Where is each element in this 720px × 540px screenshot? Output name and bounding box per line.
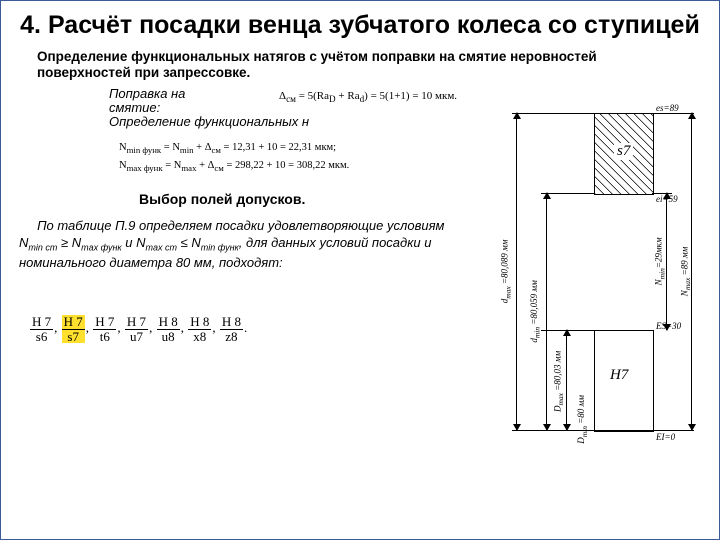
- fit-2: H 7t6: [93, 315, 116, 343]
- s7-label: s7: [614, 143, 633, 160]
- choice-paragraph: По таблице П.9 определяем посадки удовле…: [19, 217, 454, 272]
- tolerance-diagram: s7 es=89 ei=59 H7 ES=30 EI=0 dmax =80,08…: [486, 105, 701, 455]
- Dmax-label: Dmax =80,03 мм: [552, 351, 565, 412]
- es-label: es=89: [656, 103, 679, 113]
- correction-label: Поправка на смятие:: [109, 87, 229, 116]
- Dmin-label: Dmin =80 мм: [576, 395, 589, 444]
- EI-label: EI=0: [656, 432, 675, 442]
- dmax-label: dmax =80,089 мм: [500, 239, 513, 303]
- dim-dmin: [546, 193, 547, 430]
- choice-p4: ≤ N: [177, 235, 201, 250]
- nmax-line: Nmax функ = Nmax + Δсм = 298,22 + 10 = 3…: [119, 158, 349, 176]
- dmin-label: dmin =80,059 мм: [529, 280, 542, 343]
- body-area: Поправка на смятие: Δсм = 5(RaD + Rad) =…: [19, 87, 701, 507]
- sub-minst: min ст: [28, 243, 57, 253]
- ext-s7-top: [512, 113, 594, 114]
- dim-Dmax: [566, 330, 567, 430]
- sub-maxfunc: max функ: [81, 243, 122, 253]
- correction-formula: Δсм = 5(RaD + Rad) = 5(1+1) = 10 мкм.: [279, 90, 457, 104]
- fit-3: H 7u7: [125, 315, 148, 343]
- intro-paragraph: Определение функциональных натягов с учё…: [37, 49, 637, 81]
- h7-label: H7: [610, 367, 628, 384]
- fit-4: H 8u8: [157, 315, 180, 343]
- fit-5: H 8x8: [188, 315, 211, 343]
- fit-1: H 7s7: [62, 315, 85, 343]
- Nmin-label: Nmin=29мкм: [654, 237, 667, 285]
- choice-p3: и N: [122, 235, 146, 250]
- page-title: 4. Расчёт посадки венца зубчатого колеса…: [19, 11, 701, 41]
- nmin-line: Nmin функ = Nmin + Δсм = 12,31 + 10 = 22…: [119, 140, 349, 158]
- sub-maxst: max ст: [146, 243, 178, 253]
- Nmax-label: Nmax =89 мм: [679, 246, 692, 296]
- page: { "title": "4. Расчёт посадки венца зубч…: [0, 0, 720, 540]
- fit-0: H 7s6: [30, 315, 53, 343]
- fits-list: H 7s6, H 7s7, H 7t6, H 7u7, H 8u8, H 8x8…: [29, 315, 247, 343]
- functional-label: Определение функциональных н: [109, 115, 389, 129]
- choice-heading: Выбор полей допусков.: [139, 192, 309, 207]
- fit-6: H 8z8: [220, 315, 243, 343]
- sub-minfunc: min функ: [201, 243, 239, 253]
- n-formula-lines: Nmin функ = Nmin + Δсм = 12,31 + 10 = 22…: [119, 140, 349, 175]
- choice-p2: ≥ N: [57, 235, 81, 250]
- dim-dmax: [516, 113, 517, 430]
